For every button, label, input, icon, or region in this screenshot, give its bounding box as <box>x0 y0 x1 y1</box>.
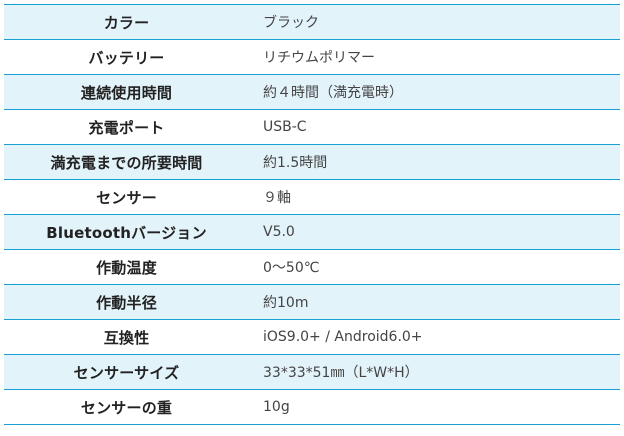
spec-row-sensor: センサー ９軸 <box>4 179 620 215</box>
spec-value: 約1.5時間 <box>249 144 620 180</box>
spec-label: 満充電までの所要時間 <box>4 144 249 180</box>
spec-row-usage-time: 連続使用時間 約４時間（満充電時） <box>4 74 620 110</box>
spec-value: ９軸 <box>249 179 620 215</box>
spec-value: ブラック <box>249 4 620 40</box>
spec-value: USB-C <box>249 109 620 145</box>
spec-row-range: 作動半径 約10m <box>4 284 620 320</box>
spec-row-temperature: 作動温度 0～50℃ <box>4 249 620 285</box>
spec-label: センサーの重 <box>4 389 249 425</box>
spec-row-color: カラー ブラック <box>4 4 620 40</box>
spec-label: センサー <box>4 179 249 215</box>
spec-value: 約10m <box>249 284 620 320</box>
spec-label: 作動半径 <box>4 284 249 320</box>
spec-label: 作動温度 <box>4 249 249 285</box>
spec-value: 33*33*51㎜（L*W*H） <box>249 354 620 390</box>
spec-label: 連続使用時間 <box>4 74 249 110</box>
spec-value: 0～50℃ <box>249 249 620 285</box>
spec-value: 約４時間（満充電時） <box>249 74 620 110</box>
spec-label: 充電ポート <box>4 109 249 145</box>
spec-value: V5.0 <box>249 214 620 250</box>
spec-value: iOS9.0+ / Android6.0+ <box>249 319 620 355</box>
spec-label: カラー <box>4 4 249 40</box>
spec-label: 互換性 <box>4 319 249 355</box>
spec-row-charging-port: 充電ポート USB-C <box>4 109 620 145</box>
spec-table: カラー ブラック バッテリー リチウムポリマー 連続使用時間 約４時間（満充電時… <box>4 4 620 425</box>
spec-row-sensor-weight: センサーの重 10g <box>4 389 620 425</box>
spec-label: センサーサイズ <box>4 354 249 390</box>
spec-label: Bluetoothバージョン <box>4 214 249 250</box>
spec-row-bluetooth: Bluetoothバージョン V5.0 <box>4 214 620 250</box>
spec-label: バッテリー <box>4 39 249 75</box>
spec-row-battery: バッテリー リチウムポリマー <box>4 39 620 75</box>
spec-row-charge-time: 満充電までの所要時間 約1.5時間 <box>4 144 620 180</box>
spec-row-compatibility: 互換性 iOS9.0+ / Android6.0+ <box>4 319 620 355</box>
spec-row-sensor-size: センサーサイズ 33*33*51㎜（L*W*H） <box>4 354 620 390</box>
spec-value: リチウムポリマー <box>249 39 620 75</box>
spec-value: 10g <box>249 389 620 425</box>
